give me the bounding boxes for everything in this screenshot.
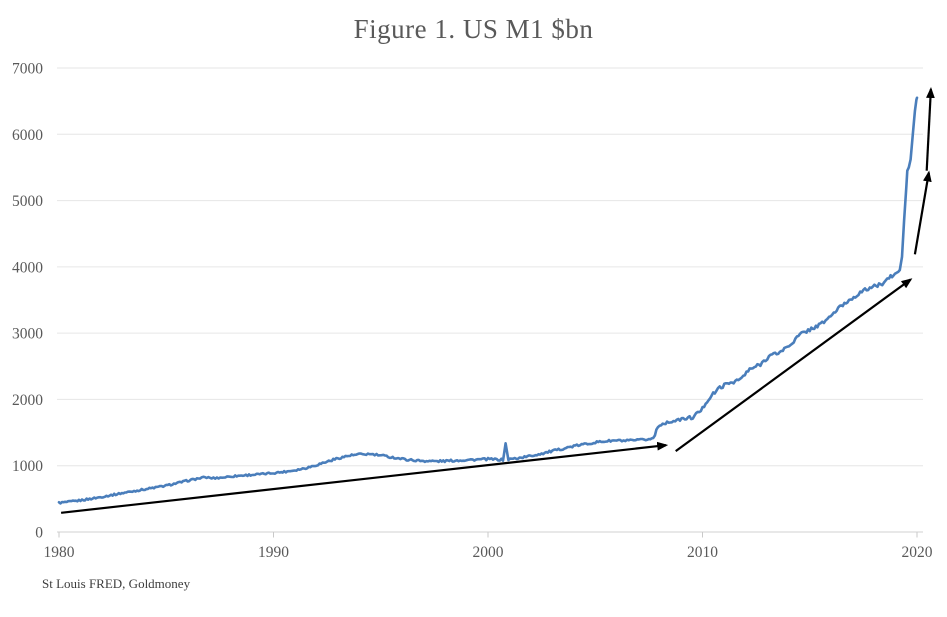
x-axis-tick-label: 2000 — [473, 544, 504, 561]
x-axis-tick-label: 1990 — [258, 544, 289, 561]
y-axis-tick-label: 7000 — [12, 61, 43, 78]
y-axis-tick-label: 2000 — [12, 392, 43, 409]
y-axis-tick-label: 6000 — [12, 127, 43, 144]
trend-arrow-2020-accel-1 — [913, 170, 932, 255]
x-axis-tick-label: 2020 — [902, 544, 933, 561]
trend-arrow-2020-accel-2 — [925, 87, 935, 171]
x-axis-tick-label: 2010 — [687, 544, 718, 561]
y-axis-tick-label: 5000 — [12, 193, 43, 210]
trend-arrow-1980-2008 — [60, 441, 669, 514]
y-axis-tick-label: 1000 — [12, 458, 43, 475]
source-note: St Louis FRED, Goldmoney — [42, 576, 191, 591]
x-axis-tick-label: 1980 — [44, 544, 75, 561]
m1-series-line — [57, 96, 919, 505]
y-axis-tick-label: 0 — [35, 525, 43, 542]
y-axis-tick-label: 4000 — [12, 259, 43, 276]
trend-arrow-2009-2019 — [675, 278, 913, 452]
chart-title: Figure 1. US M1 $bn — [353, 14, 594, 44]
y-axis-tick-label: 3000 — [12, 326, 43, 343]
